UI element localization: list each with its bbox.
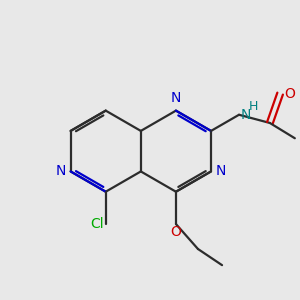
Text: O: O [170, 226, 182, 239]
Text: N: N [56, 164, 66, 178]
Text: N: N [215, 164, 226, 178]
Text: Cl: Cl [91, 217, 104, 231]
Text: N: N [241, 108, 251, 122]
Text: O: O [284, 87, 296, 100]
Text: N: N [171, 92, 181, 105]
Text: H: H [248, 100, 258, 113]
